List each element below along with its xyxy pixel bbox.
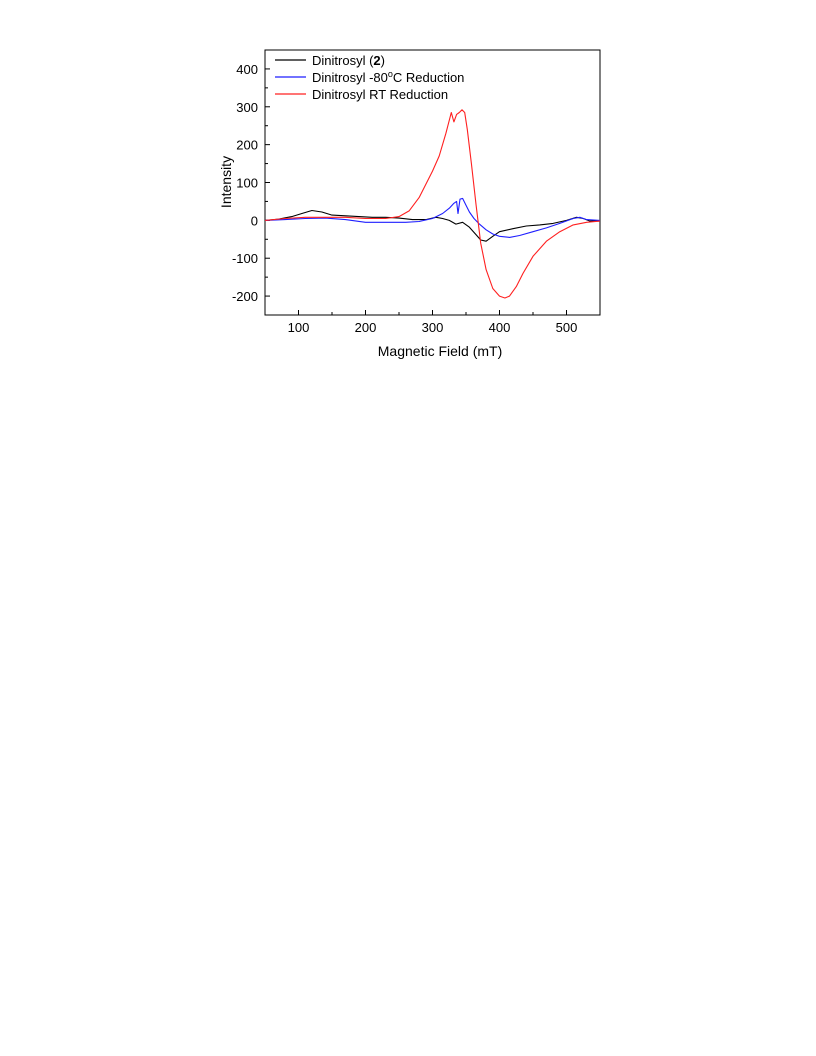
legend-label-part: Dinitrosyl -80 — [312, 70, 388, 85]
x-axis-label: Magnetic Field (mT) — [378, 343, 502, 359]
series-line-1 — [264, 209, 600, 242]
series-line-2 — [264, 197, 601, 238]
series-layer — [264, 109, 601, 299]
y-tick-label: 200 — [236, 138, 258, 153]
legend-label-part: Dinitrosyl ( — [312, 53, 374, 68]
y-tick-label: 300 — [236, 100, 258, 115]
legend: Dinitrosyl (2)Dinitrosyl -80oC Reduction… — [275, 53, 464, 102]
y-tick-label: 400 — [236, 62, 258, 77]
legend-label-part: ) — [381, 53, 385, 68]
legend-label-part: 2 — [373, 53, 380, 68]
x-tick-label: 200 — [355, 320, 377, 335]
x-tick-label: 300 — [422, 320, 444, 335]
x-tick-label: 100 — [288, 320, 310, 335]
y-tick-label: -200 — [232, 289, 258, 304]
y-tick-label: 100 — [236, 176, 258, 191]
x-axis: 100 200 300 400 500 — [264, 310, 601, 335]
series-line-3 — [264, 109, 601, 299]
legend-label-3: Dinitrosyl RT Reduction — [312, 87, 448, 102]
legend-label-part: Dinitrosyl RT Reduction — [312, 87, 448, 102]
legend-label-2: Dinitrosyl -80oC Reduction — [312, 69, 464, 85]
y-axis: -200 -100 0 100 200 300 400 — [232, 49, 270, 316]
x-tick-label: 400 — [489, 320, 511, 335]
y-axis-label: Intensity — [218, 156, 234, 208]
legend-label-1: Dinitrosyl (2) — [312, 53, 385, 68]
y-tick-label: 0 — [251, 213, 258, 228]
y-tick-label: -100 — [232, 251, 258, 266]
legend-label-part: C Reduction — [393, 70, 465, 85]
legend-label-part: o — [388, 69, 393, 79]
x-tick-label: 500 — [556, 320, 578, 335]
